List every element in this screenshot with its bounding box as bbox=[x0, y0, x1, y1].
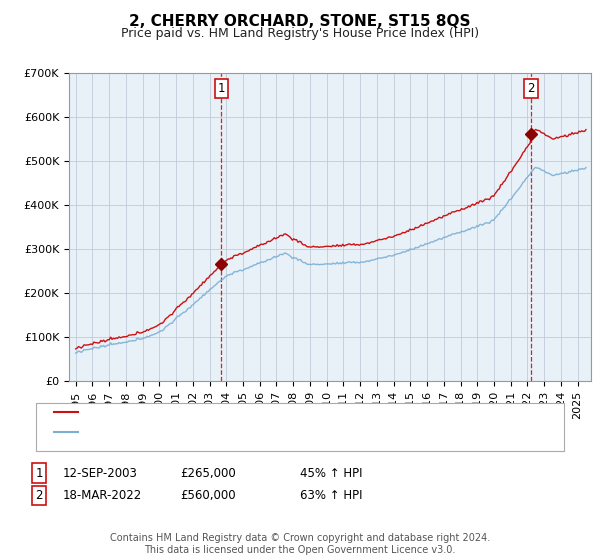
Text: 12-SEP-2003: 12-SEP-2003 bbox=[63, 466, 138, 480]
Text: 1: 1 bbox=[35, 466, 43, 480]
Text: £560,000: £560,000 bbox=[180, 489, 236, 502]
Text: 63% ↑ HPI: 63% ↑ HPI bbox=[300, 489, 362, 502]
Text: 18-MAR-2022: 18-MAR-2022 bbox=[63, 489, 142, 502]
Text: 2, CHERRY ORCHARD, STONE, ST15 8QS (detached house): 2, CHERRY ORCHARD, STONE, ST15 8QS (deta… bbox=[81, 407, 407, 417]
Text: Contains HM Land Registry data © Crown copyright and database right 2024.: Contains HM Land Registry data © Crown c… bbox=[110, 533, 490, 543]
Text: This data is licensed under the Open Government Licence v3.0.: This data is licensed under the Open Gov… bbox=[145, 545, 455, 555]
Text: 45% ↑ HPI: 45% ↑ HPI bbox=[300, 466, 362, 480]
Text: 2: 2 bbox=[527, 82, 535, 95]
Text: Price paid vs. HM Land Registry's House Price Index (HPI): Price paid vs. HM Land Registry's House … bbox=[121, 27, 479, 40]
Text: 1: 1 bbox=[218, 82, 225, 95]
Text: HPI: Average price, detached house, Stafford: HPI: Average price, detached house, Staf… bbox=[81, 427, 332, 437]
Text: 2, CHERRY ORCHARD, STONE, ST15 8QS: 2, CHERRY ORCHARD, STONE, ST15 8QS bbox=[129, 14, 471, 29]
Text: 2: 2 bbox=[35, 489, 43, 502]
Text: £265,000: £265,000 bbox=[180, 466, 236, 480]
